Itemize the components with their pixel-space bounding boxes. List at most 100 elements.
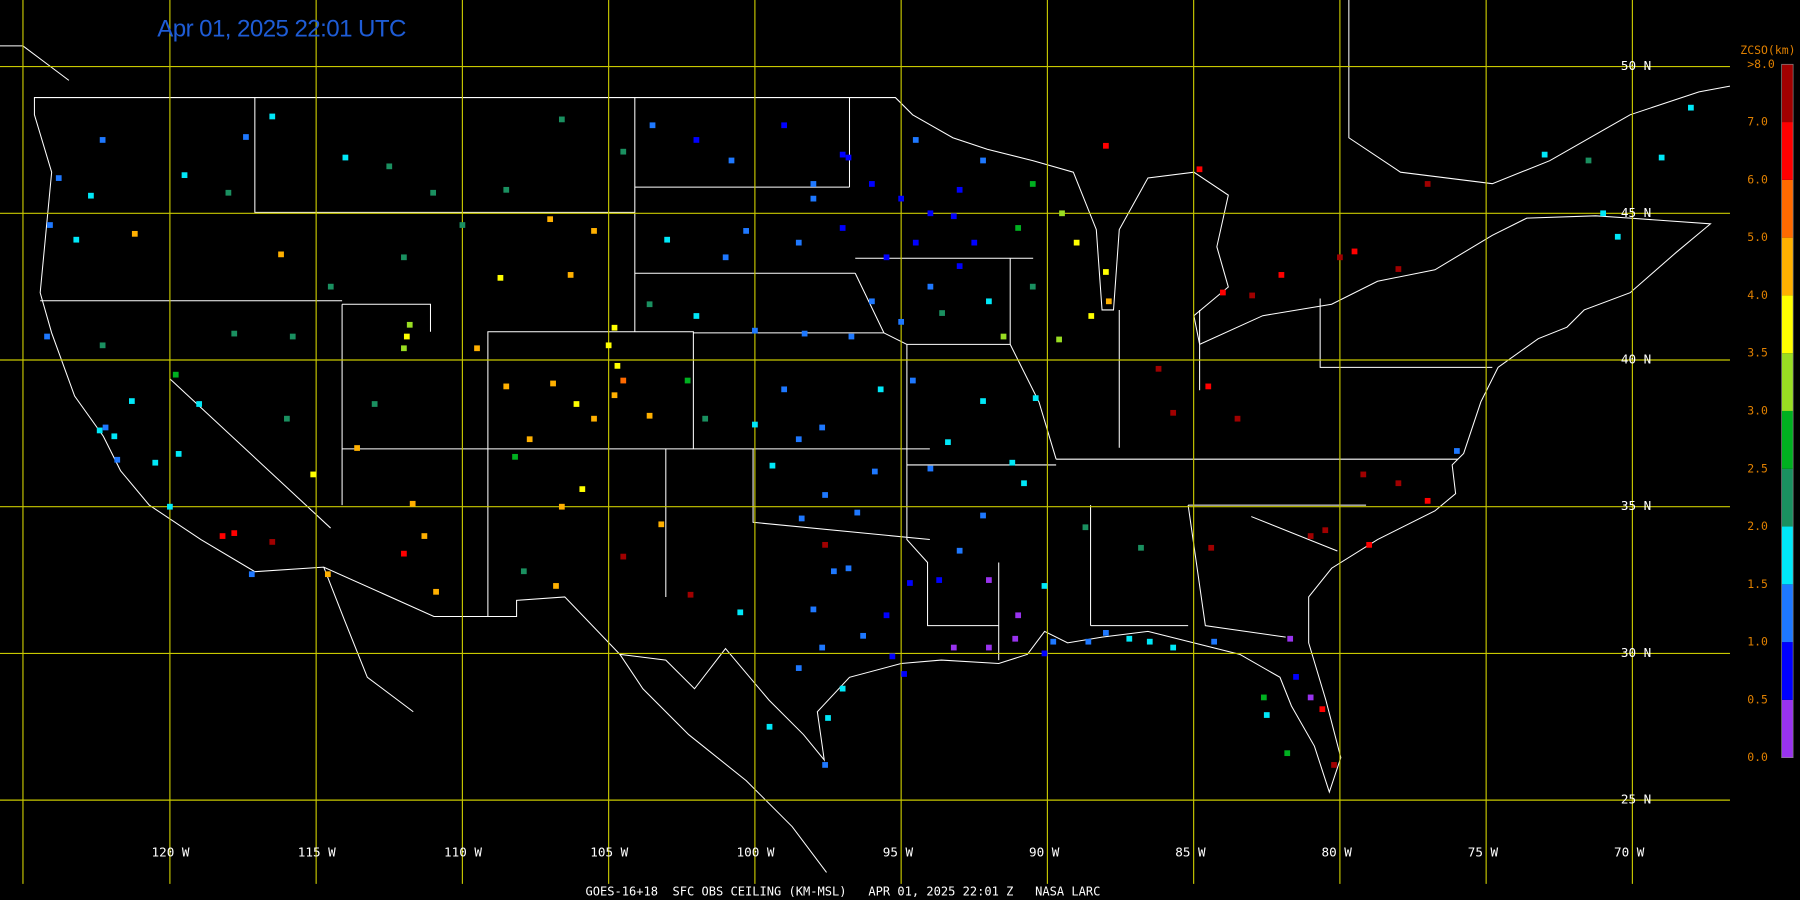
station (573, 401, 580, 407)
station (769, 462, 776, 469)
station (386, 163, 393, 170)
station (278, 251, 284, 258)
station (1009, 459, 1016, 466)
station (47, 222, 53, 228)
station (693, 313, 700, 319)
station (1170, 644, 1177, 651)
lon-label: 110 W (444, 844, 482, 859)
station (854, 509, 861, 516)
lon-label: 95 W (883, 844, 914, 859)
lon-label: 80 W (1322, 844, 1353, 859)
lon-label: 90 W (1029, 844, 1060, 859)
station (1287, 635, 1294, 642)
lon-label: 120 W (152, 844, 190, 859)
station (111, 433, 118, 440)
station (728, 157, 735, 164)
station (620, 377, 627, 384)
station (225, 189, 232, 196)
colorbar-label: 1.0 (1747, 635, 1768, 649)
station (1454, 448, 1460, 454)
station (1155, 365, 1162, 372)
station (102, 424, 109, 431)
station (845, 565, 852, 572)
station (1600, 210, 1607, 217)
station (810, 195, 817, 202)
station (909, 377, 916, 384)
colorbar-segment (1781, 410, 1794, 469)
station (950, 213, 957, 220)
station (401, 550, 407, 557)
grid: 120 W 115 W 110 W 105 W 100 W 95 W 90 W 85 W 80 … (0, 0, 1730, 884)
station (620, 553, 627, 560)
lat-label: 45 N (1621, 205, 1651, 220)
station (567, 272, 574, 278)
colorbar-segment (1781, 122, 1794, 180)
colorbar-label: 6.0 (1747, 172, 1768, 186)
station (605, 342, 612, 349)
station (1056, 336, 1062, 343)
station (939, 310, 945, 316)
station (1041, 583, 1048, 589)
station (1015, 612, 1022, 619)
station (1351, 248, 1358, 255)
station (403, 333, 410, 340)
station (684, 377, 691, 384)
stations (44, 104, 1694, 768)
canada-mexico-coast (0, 0, 1731, 873)
station (55, 175, 62, 181)
station (231, 530, 238, 536)
station (825, 715, 831, 721)
station (459, 222, 466, 228)
station (898, 195, 905, 202)
station (1170, 409, 1177, 416)
station (781, 122, 788, 129)
station (795, 665, 802, 671)
station (503, 186, 510, 193)
station (1138, 544, 1144, 551)
lon-label: 85 W (1175, 844, 1206, 859)
station (646, 301, 653, 308)
station (801, 330, 808, 337)
station (737, 609, 744, 616)
colorbar-label: 0.0 (1747, 750, 1768, 764)
station (956, 186, 963, 193)
station (971, 239, 978, 246)
us-outline (33, 97, 1712, 794)
station (1103, 630, 1109, 636)
station (1395, 480, 1402, 487)
station (986, 644, 992, 651)
station (980, 157, 986, 164)
station (1658, 154, 1665, 161)
station (1234, 415, 1241, 422)
station (324, 571, 331, 578)
station (889, 653, 896, 660)
station (152, 459, 159, 466)
station (795, 239, 802, 246)
colorbar-title: ZCSO(km) (1740, 43, 1795, 57)
station (433, 588, 439, 595)
station (1050, 638, 1057, 645)
station (99, 137, 106, 143)
station (1021, 480, 1027, 487)
station (819, 644, 826, 651)
station (839, 685, 846, 692)
station (839, 151, 846, 158)
station (1293, 674, 1299, 680)
station (558, 503, 565, 510)
station (927, 210, 934, 217)
station (658, 521, 665, 528)
station (649, 122, 656, 129)
station (131, 230, 138, 237)
station (901, 671, 907, 677)
station (766, 723, 773, 730)
station (96, 427, 103, 434)
station (409, 500, 416, 507)
station (248, 571, 255, 578)
station (956, 263, 963, 269)
colorbar: ZCSO(km) 0.0 0.5 1.0 1.5 2.0 2.5 3.0 3.5 4.0 5.0 6.… (1740, 43, 1795, 764)
station (1337, 254, 1343, 261)
station (1211, 638, 1217, 645)
station (883, 612, 890, 619)
station (1208, 544, 1215, 551)
station (167, 503, 173, 510)
